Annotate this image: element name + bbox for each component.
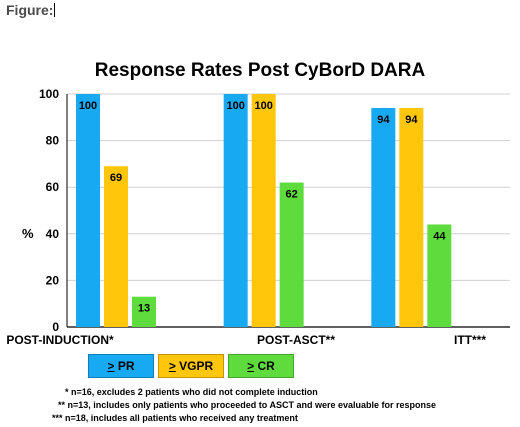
footnote: * n=16, excludes 2 patients who did not … xyxy=(65,387,318,397)
data-label: 94 xyxy=(405,114,418,126)
bar xyxy=(132,296,156,327)
text-cursor xyxy=(54,3,56,17)
bar-chart: 0 20 40 60 80 100 100 69 13 100 100 62 94 94 44 POST-IN… xyxy=(6,87,510,347)
bar xyxy=(371,107,396,327)
data-label: 100 xyxy=(226,100,244,112)
x-tick-label: ITT*** xyxy=(454,333,486,347)
legend-symbol: > xyxy=(107,359,115,373)
legend-label: PR xyxy=(114,359,135,373)
data-label: 62 xyxy=(286,189,298,201)
y-tick-label: 0 xyxy=(52,320,59,334)
x-tick-label: POST-INDUCTION* xyxy=(6,333,114,347)
legend-item-pr: > PR xyxy=(88,354,154,378)
data-label: 44 xyxy=(433,230,446,242)
legend-item-vgpr: > VGPR xyxy=(158,354,224,378)
footnote: ** n=13, includes only patients who proc… xyxy=(58,400,437,410)
legend-symbol: > xyxy=(168,359,176,373)
bar xyxy=(399,107,424,327)
legend-label: VGPR xyxy=(175,359,214,373)
y-tick-label: 20 xyxy=(46,273,60,287)
footnote: *** n=18, includes all patients who rece… xyxy=(52,413,298,423)
chart-title: Response Rates Post CyBorD DARA xyxy=(94,60,426,81)
y-tick-label: 60 xyxy=(46,180,60,194)
y-tick-label: 80 xyxy=(46,134,60,148)
data-label: 100 xyxy=(79,100,97,112)
data-label: 69 xyxy=(110,172,122,184)
bar xyxy=(251,94,276,327)
data-label: 94 xyxy=(377,114,390,126)
y-axis-label: % xyxy=(22,226,34,241)
legend-symbol: > xyxy=(247,359,255,373)
footnotes: * n=16, excludes 2 patients who did not … xyxy=(0,386,520,425)
x-tick-label: POST-ASCT** xyxy=(257,333,335,347)
bar xyxy=(427,224,452,327)
legend: > PR > VGPR > CR xyxy=(0,354,520,384)
bar xyxy=(279,182,304,327)
legend-item-cr: > CR xyxy=(228,354,294,378)
y-tick-label: 40 xyxy=(46,227,60,241)
legend-label: CR xyxy=(254,359,275,373)
figure-label: Figure: xyxy=(6,2,56,18)
data-label: 13 xyxy=(138,303,150,315)
bar xyxy=(104,166,128,327)
bar xyxy=(76,94,100,327)
y-tick-label: 100 xyxy=(39,87,59,101)
bar xyxy=(223,94,248,327)
data-label: 100 xyxy=(254,100,272,112)
